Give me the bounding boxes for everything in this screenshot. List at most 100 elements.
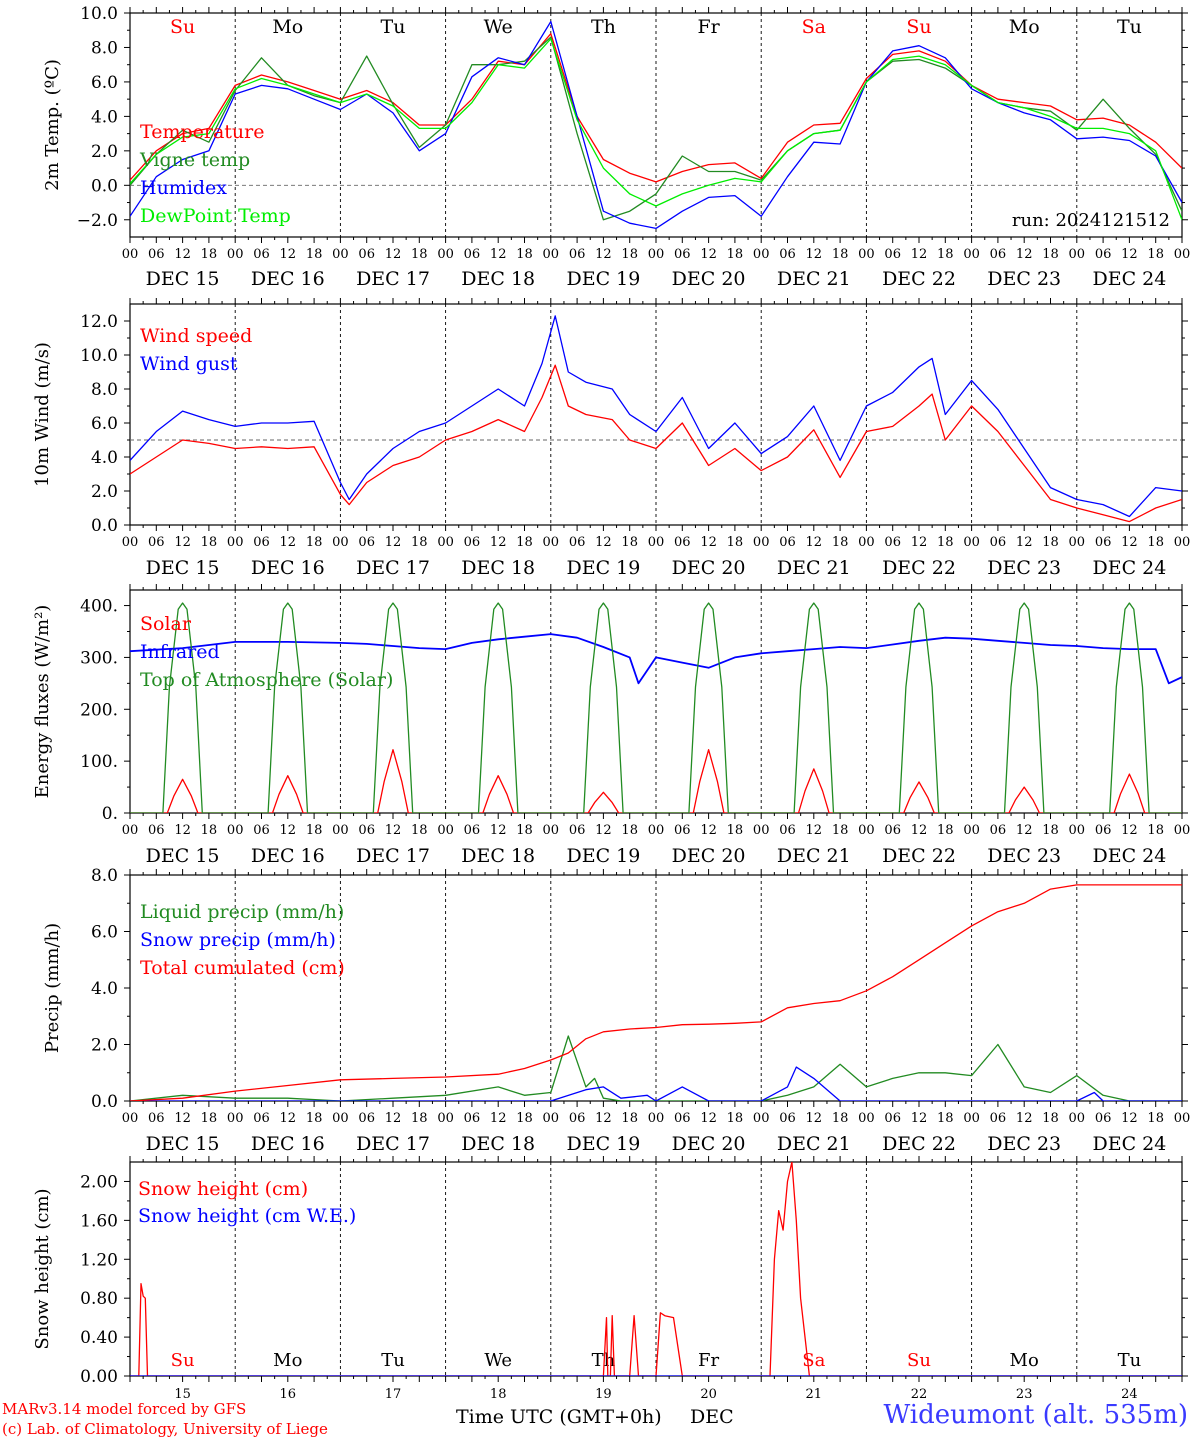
legend-entry: DewPoint Temp — [140, 205, 291, 227]
y-tick-label: 2.0 — [91, 482, 118, 502]
y-tick-label: 2.0 — [91, 1036, 118, 1056]
panel-3: 400. 300. 200. 100. 0. Energy fluxes (W/m²) 00… — [32, 584, 1190, 867]
hour-tick-label: 06 — [358, 823, 375, 838]
panel-4: 8.0 6.0 4.0 2.0 0.0 Precip (mm/h) 00 06 12 18 DEC … — [42, 866, 1190, 1155]
date-label: DEC 21 — [777, 1133, 851, 1155]
hour-tick-label: 06 — [779, 1111, 796, 1126]
date-label: DEC 20 — [672, 557, 746, 579]
day-number-label: 17 — [385, 1387, 402, 1402]
hour-tick-label: 12 — [174, 535, 191, 550]
hour-tick-label: 06 — [1095, 247, 1112, 262]
y-tick-label: 8.0 — [91, 38, 118, 58]
hour-tick-label: 06 — [779, 535, 796, 550]
hour-tick-label: 12 — [1016, 535, 1033, 550]
hour-tick-label: 06 — [464, 823, 481, 838]
hour-tick-label: 12 — [280, 247, 297, 262]
legend-entry: Total cumulated (cm) — [140, 957, 345, 979]
y-tick-label: 1.20 — [80, 1250, 118, 1270]
series-layer — [130, 1162, 1182, 1376]
hour-tick-label: 18 — [201, 535, 218, 550]
date-label: DEC 23 — [987, 268, 1061, 290]
day-number-label: 21 — [806, 1387, 823, 1402]
hour-tick-label: 18 — [411, 823, 428, 838]
hour-tick-label: 00 — [963, 535, 980, 550]
y-tick-label: 0.0 — [91, 1092, 118, 1112]
date-label: DEC 23 — [987, 557, 1061, 579]
hour-tick-label: 18 — [306, 823, 323, 838]
series-layer — [130, 315, 1182, 523]
hour-tick-label: 06 — [253, 247, 270, 262]
legend-entry: Temperature — [140, 121, 264, 143]
y-tick-label: 2.00 — [80, 1172, 118, 1192]
hour-tick-label: 12 — [806, 1111, 823, 1126]
hour-tick-label: 12 — [490, 1111, 507, 1126]
hour-tick-label: 12 — [911, 535, 928, 550]
hour-tick-label: 06 — [674, 535, 691, 550]
y-tick-label: 6.0 — [91, 73, 118, 93]
hour-tick-label: 00 — [648, 823, 665, 838]
hour-tick-label: 06 — [779, 247, 796, 262]
weekday-label: Mo — [1009, 16, 1040, 38]
hour-tick-label: 06 — [990, 1111, 1007, 1126]
hour-tick-label: 18 — [937, 535, 954, 550]
hour-tick-label: 06 — [884, 247, 901, 262]
hour-tick-label: 06 — [148, 247, 165, 262]
hour-tick-label: 18 — [727, 823, 744, 838]
hour-tick-label: 06 — [358, 1111, 375, 1126]
date-label: DEC 17 — [356, 557, 430, 579]
hour-tick-label: 12 — [385, 823, 402, 838]
legend-entry: Snow height (cm) — [138, 1178, 308, 1200]
series-layer — [130, 20, 1182, 230]
hour-tick-label: 18 — [411, 1111, 428, 1126]
hour-tick-label: 00 — [543, 247, 560, 262]
panel-1: 10.0 8.0 6.0 4.0 2.0 0.0 −2.0 2m Temp. (ºC) Su Mo… — [42, 4, 1190, 290]
hour-tick-label: 00 — [1174, 823, 1191, 838]
date-label: DEC 16 — [251, 1133, 325, 1155]
hour-tick-label: 00 — [648, 1111, 665, 1126]
hour-tick-label: 00 — [332, 1111, 349, 1126]
date-label: DEC 24 — [1092, 557, 1166, 579]
hour-tick-label: 06 — [464, 535, 481, 550]
series-line-wind-gust — [130, 315, 1182, 518]
date-label: DEC 15 — [146, 268, 220, 290]
hour-tick-label: 12 — [174, 247, 191, 262]
y-tick-label: 8.0 — [91, 380, 118, 400]
day-number-label: 15 — [174, 1387, 191, 1402]
hour-tick-label: 12 — [174, 823, 191, 838]
y-tick-label: 12.0 — [80, 312, 118, 332]
hour-tick-label: 12 — [490, 247, 507, 262]
legend-entry: Snow height (cm W.E.) — [138, 1205, 356, 1227]
legend-entry: Infrared — [140, 641, 220, 663]
hour-tick-label: 00 — [227, 535, 244, 550]
legend-entry: Humidex — [140, 177, 227, 199]
y-axis-label: 10m Wind (m/s) — [32, 342, 53, 487]
hour-tick-label: 06 — [569, 1111, 586, 1126]
date-label: DEC 24 — [1092, 1133, 1166, 1155]
y-tick-label: 2.0 — [91, 142, 118, 162]
hour-tick-label: 06 — [990, 535, 1007, 550]
hour-tick-label: 06 — [358, 247, 375, 262]
hour-tick-label: 12 — [280, 1111, 297, 1126]
hour-tick-label: 18 — [201, 1111, 218, 1126]
hour-tick-label: 18 — [411, 535, 428, 550]
weekday-label: Mo — [273, 1350, 302, 1371]
y-tick-label: 6.0 — [91, 414, 118, 434]
hour-tick-label: 18 — [937, 1111, 954, 1126]
date-label: DEC 15 — [146, 557, 220, 579]
series-line-wind-speed — [130, 364, 1182, 523]
hour-tick-label: 00 — [227, 1111, 244, 1126]
y-tick-label: 4.0 — [91, 448, 118, 468]
day-number-label: 16 — [280, 1387, 297, 1402]
weekday-label: Su — [170, 16, 195, 38]
hour-tick-label: 18 — [1042, 823, 1059, 838]
hour-tick-label: 06 — [569, 247, 586, 262]
date-label: DEC 22 — [882, 557, 956, 579]
weekday-label: Tu — [381, 16, 406, 38]
hour-tick-label: 00 — [1174, 1111, 1191, 1126]
hour-tick-label: 00 — [1069, 535, 1086, 550]
hour-tick-label: 18 — [516, 823, 533, 838]
hour-tick-label: 00 — [648, 247, 665, 262]
hour-tick-label: 06 — [779, 823, 796, 838]
weekday-label: Tu — [381, 1350, 405, 1371]
hour-tick-label: 18 — [516, 1111, 533, 1126]
